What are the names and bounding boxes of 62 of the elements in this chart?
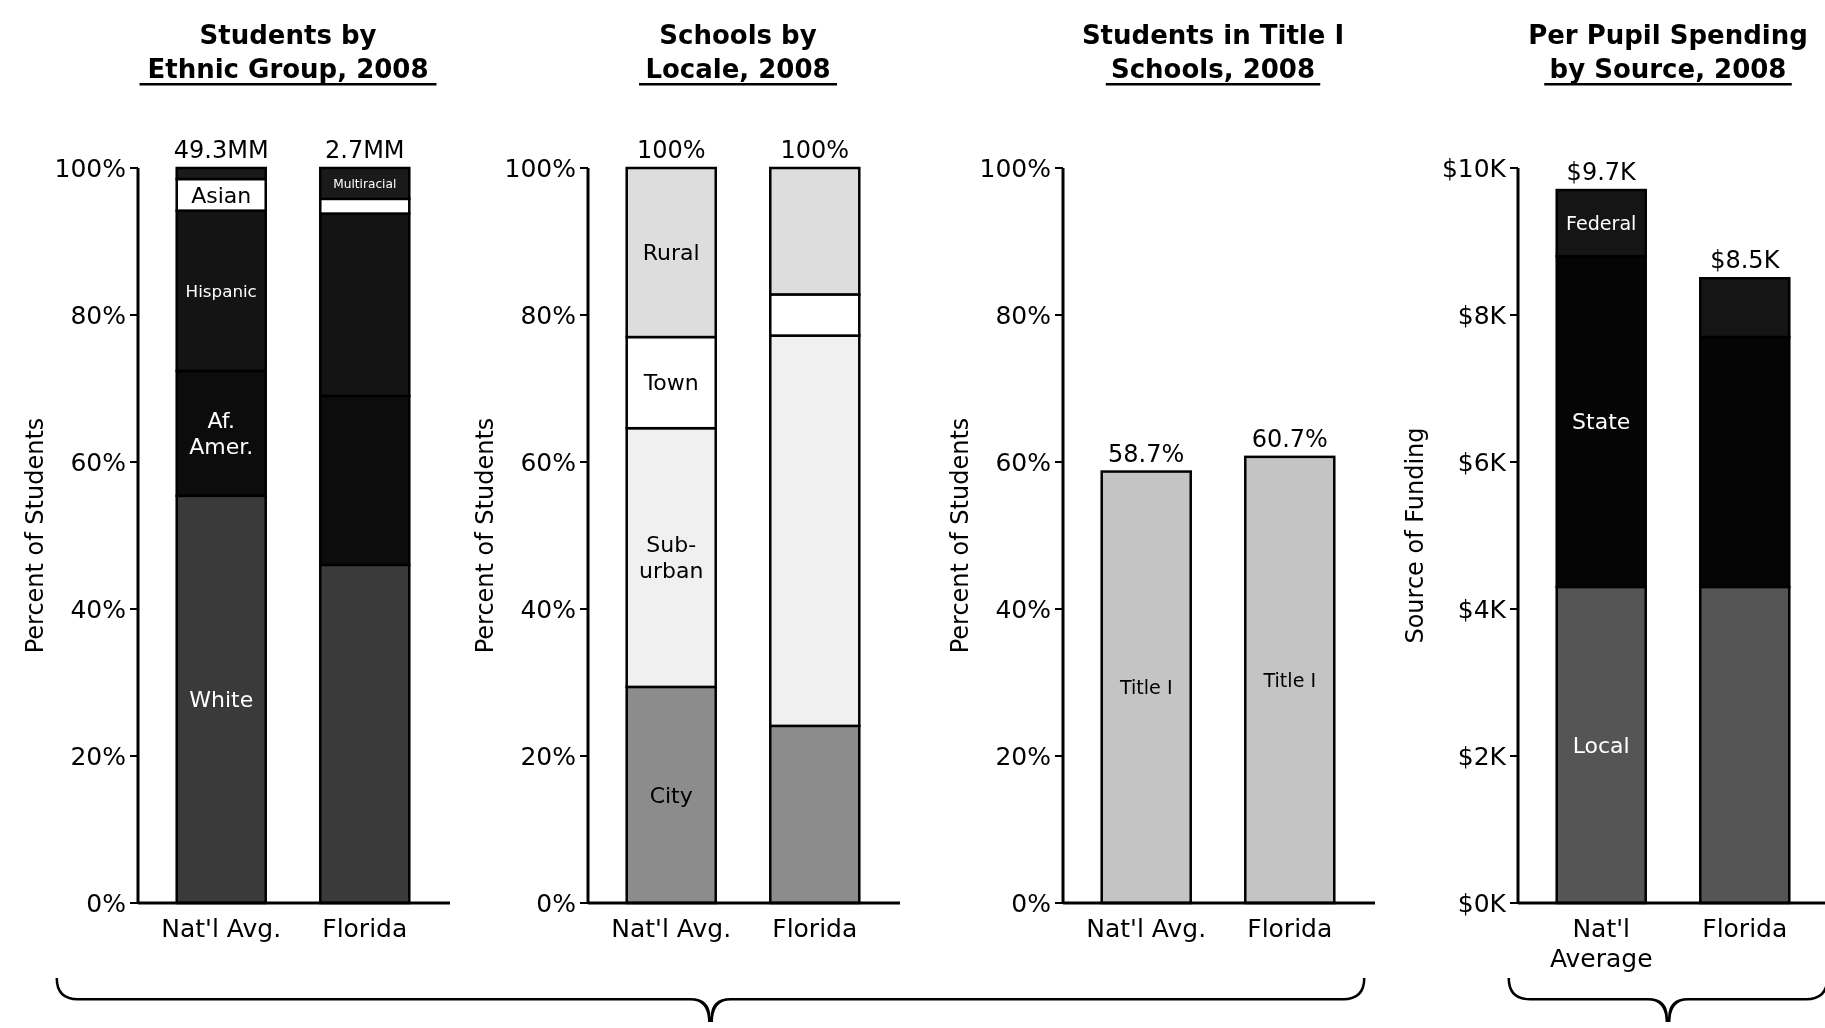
series-label: Rural (642, 240, 700, 266)
y-tick-label: 40% (520, 595, 576, 624)
y-tick-label: 0% (86, 889, 126, 918)
total-label: 100% (780, 136, 850, 164)
series-label: Sub- urban (639, 532, 704, 584)
series-label: Local (1572, 732, 1630, 758)
data-label: 58.7% (1108, 439, 1185, 468)
y-tick-label: 60% (520, 448, 576, 477)
y-tick-label: 80% (520, 301, 576, 330)
series-label: City (649, 782, 693, 808)
y-tick-label: $4K (1457, 595, 1507, 624)
y-axis-title: Percent of Students (946, 417, 974, 654)
x-tick-label: Nat'l Avg. (611, 914, 732, 943)
series-label: Hispanic (185, 280, 257, 301)
y-tick-label: 100% (54, 154, 126, 183)
series-label: Multiracial (333, 176, 397, 191)
annotation: 2.7MM (324, 136, 405, 164)
y-tick-label: $2K (1457, 742, 1507, 771)
series-label: Title I (1118, 675, 1173, 699)
series-label: Asian (191, 182, 252, 208)
series-label: White (189, 687, 254, 713)
y-tick-label: 40% (70, 595, 126, 624)
x-tick-label: Florida (772, 914, 858, 943)
y-tick-label: 40% (995, 595, 1051, 624)
annotation: 49.3MM (173, 136, 269, 164)
y-tick-label: 20% (995, 742, 1051, 771)
series-label: Af. Amer. (189, 408, 254, 460)
x-tick-label: Florida (322, 914, 408, 943)
x-tick-label: Nat'l Avg. (161, 914, 282, 943)
y-tick-label: 0% (536, 889, 576, 918)
y-tick-label: $6K (1457, 448, 1507, 477)
chart-title: Schools by Locale, 2008 (645, 20, 831, 84)
y-tick-label: 60% (995, 448, 1051, 477)
y-axis-title: Percent of Students (471, 417, 499, 654)
y-axis-title: Source of Funding (1401, 427, 1429, 644)
data-label: 60.7% (1251, 424, 1328, 453)
total-label: 100% (636, 136, 706, 164)
x-tick-label: Florida (1247, 914, 1333, 943)
series-label: State (1572, 409, 1631, 435)
chart-title: Students by Ethnic Group, 2008 (147, 20, 429, 84)
series-label: Town (642, 370, 699, 396)
chart-title: Per Pupil Spending by Source, 2008 (1528, 20, 1808, 84)
y-tick-label: $10K (1441, 154, 1507, 183)
y-axis-title: Percent of Students (21, 417, 49, 654)
x-tick-label: Nat'l Average (1549, 914, 1653, 973)
y-tick-label: $8K (1457, 301, 1507, 330)
series-label: Federal (1565, 211, 1637, 235)
text: Title I (1263, 668, 1317, 692)
y-tick-label: 20% (520, 742, 576, 771)
y-tick-label: $0K (1457, 889, 1507, 918)
total-label: $9.7K (1566, 158, 1638, 187)
x-tick-label: Nat'l Avg. (1086, 914, 1207, 943)
y-tick-label: 100% (504, 154, 576, 183)
y-tick-label: 60% (70, 448, 126, 477)
chart-title: Students in Title I Schools, 2008 (1081, 20, 1345, 84)
y-tick-label: 20% (70, 742, 126, 771)
y-tick-label: 80% (70, 301, 126, 330)
x-tick-label: Florida (1702, 914, 1788, 943)
y-tick-label: 80% (995, 301, 1051, 330)
y-tick-label: 0% (1011, 889, 1051, 918)
total-label: $8.5K (1710, 246, 1781, 275)
y-tick-label: 100% (979, 154, 1051, 183)
